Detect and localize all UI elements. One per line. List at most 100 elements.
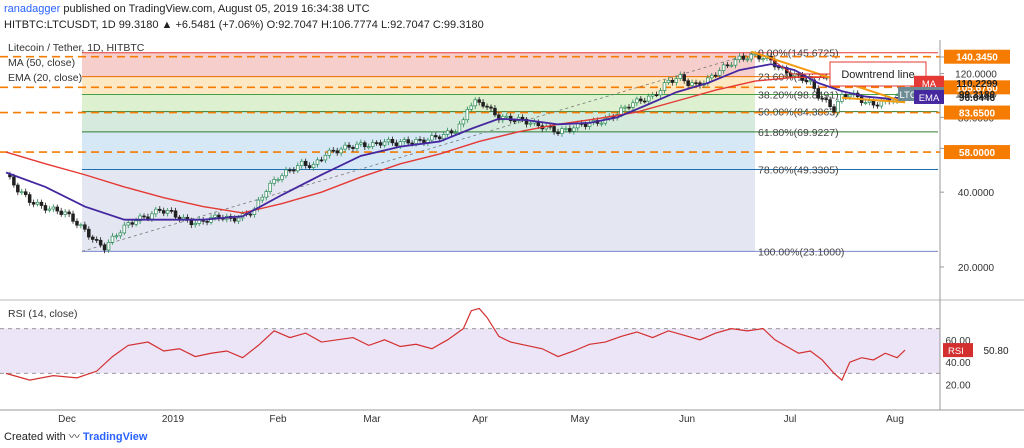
candle-body — [674, 78, 679, 83]
candle-body — [583, 124, 588, 127]
candle-body — [804, 80, 809, 83]
candle-body — [232, 218, 237, 222]
candle-body — [374, 142, 379, 144]
candle-body — [390, 138, 395, 144]
rsi-tick-label: 60.00 — [945, 336, 970, 347]
candle-body — [627, 106, 631, 109]
candle-body — [20, 191, 24, 194]
candle-body — [520, 116, 525, 120]
candle-body — [31, 202, 36, 205]
candle-body — [398, 141, 403, 147]
candle-body — [27, 194, 32, 203]
legend-ema[interactable]: EMA (20, close) — [8, 72, 83, 84]
candle-body — [481, 101, 485, 107]
series-tag-value: 110.2299 — [956, 79, 998, 90]
candle-body — [158, 208, 162, 211]
candle-body — [122, 224, 127, 234]
candle-body — [303, 160, 308, 166]
x-tick-label: Jun — [679, 414, 695, 425]
candle-body — [331, 149, 336, 152]
candle-body — [643, 100, 647, 103]
candle-body — [102, 244, 107, 251]
candle-body — [47, 208, 52, 211]
series-tag-value: 96.6446 — [959, 93, 996, 104]
fib-label: 61.80%(69.9227) — [758, 127, 839, 139]
tradingview-logo-icon: 〰 — [68, 431, 80, 443]
candle-body — [761, 58, 765, 60]
fib-label: 78.60%(49.3305) — [758, 165, 839, 177]
candle-body — [461, 119, 466, 125]
candle-body — [473, 99, 477, 107]
candle-body — [205, 220, 209, 223]
candle-body — [248, 213, 253, 216]
candle-body — [71, 213, 75, 222]
symbol-line: HITBTC:LTCUSDT, 1D 99.3180 ▲ +6.5481 (+7… — [4, 19, 484, 31]
candle-body — [39, 201, 44, 206]
candle-body — [710, 74, 714, 79]
candle-body — [327, 149, 332, 156]
candle-body — [489, 106, 493, 109]
candle-body — [512, 120, 517, 123]
candle-body — [686, 80, 690, 86]
rsi-tag — [943, 343, 973, 358]
x-tick-label: Apr — [472, 414, 488, 425]
candle-body — [678, 74, 682, 79]
author-link[interactable]: ranadagger — [4, 3, 61, 15]
annotation-label: Downtrend line — [841, 69, 914, 81]
price-tags: 140.3450 105.6760 83.6500 58.0000 MA 110.2299… — [898, 49, 1010, 160]
rsi-tag-value: 50.80 — [983, 346, 1008, 357]
downtrend-line — [750, 50, 906, 104]
candle-body — [564, 128, 568, 130]
legend-rsi[interactable]: RSI (14, close) — [8, 308, 78, 320]
y-tick-label: 40.0000 — [958, 188, 995, 199]
legend-ma[interactable]: MA (50, close) — [8, 57, 76, 69]
candle-body — [296, 165, 300, 172]
candle-body — [189, 219, 194, 226]
series-tag-name: MA — [922, 79, 937, 90]
candle-body — [114, 235, 119, 238]
support-trendline — [841, 96, 906, 104]
x-tick-label: Jul — [784, 414, 797, 425]
candle-body — [406, 139, 410, 144]
candle-body — [646, 95, 651, 102]
candle-body — [729, 64, 734, 67]
candle-body — [654, 94, 659, 97]
candle-body — [410, 142, 414, 145]
candle-body — [493, 107, 497, 116]
candle-body — [359, 142, 363, 145]
candle-body — [382, 141, 387, 146]
candle-body — [745, 58, 750, 61]
candle-body — [690, 82, 694, 86]
footer-brand[interactable]: TradingView — [82, 431, 148, 443]
series-tag — [914, 75, 944, 90]
candle-body — [173, 210, 178, 218]
fibonacci-zones: 0.00%(145.6725)23.60%(116.7419)38.20%(98… — [81, 48, 938, 258]
candle-body — [16, 184, 20, 193]
legend-title: Litecoin / Tether, 1D, HITBTC — [8, 42, 145, 54]
fib-zone — [82, 94, 755, 112]
candle-body — [193, 223, 198, 226]
candle-body — [347, 144, 351, 148]
candle-body — [836, 101, 840, 113]
candle-body — [315, 159, 320, 165]
candle-body — [749, 53, 753, 60]
y-tick-label: 20.0000 — [958, 263, 995, 274]
level-tag-label: 105.6760 — [956, 83, 998, 94]
candle-body — [844, 94, 848, 98]
candle-body — [867, 100, 872, 103]
indicator-lines: Downtrend line — [5, 50, 927, 221]
candle-body — [465, 108, 470, 121]
candle-body — [106, 241, 111, 251]
candle-body — [497, 114, 501, 121]
candle-body — [43, 205, 48, 211]
candle-body — [165, 210, 170, 214]
candle-body — [528, 122, 533, 125]
candle-body — [741, 55, 746, 60]
candle-body — [441, 134, 446, 140]
annotation-arrow — [769, 57, 830, 75]
candle-body — [307, 165, 312, 168]
candle-body — [650, 94, 655, 97]
candle-body — [284, 169, 288, 177]
x-tick-label: Mar — [363, 414, 381, 425]
